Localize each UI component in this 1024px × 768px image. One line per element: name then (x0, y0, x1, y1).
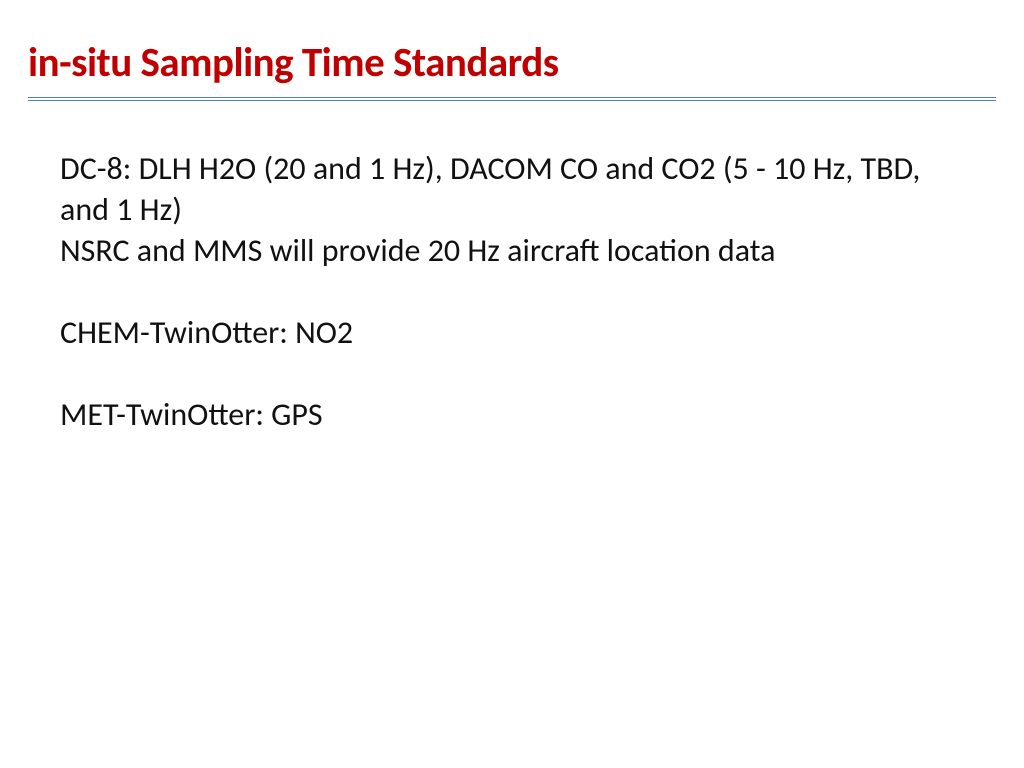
body-paragraph: DC-8: DLH H2O (20 and 1 Hz), DACOM CO an… (60, 149, 936, 231)
body-paragraph-blank (60, 272, 936, 313)
body-paragraph: CHEM-TwinOtter: NO2 (60, 313, 936, 354)
title-underline (28, 97, 996, 101)
slide: in-situ Sampling Time Standards DC-8: DL… (0, 0, 1024, 768)
slide-body: DC-8: DLH H2O (20 and 1 Hz), DACOM CO an… (28, 149, 996, 436)
body-paragraph-blank (60, 354, 936, 395)
body-paragraph: NSRC and MMS will provide 20 Hz aircraft… (60, 231, 936, 272)
slide-title: in-situ Sampling Time Standards (28, 40, 996, 87)
body-paragraph: MET-TwinOtter: GPS (60, 395, 936, 436)
